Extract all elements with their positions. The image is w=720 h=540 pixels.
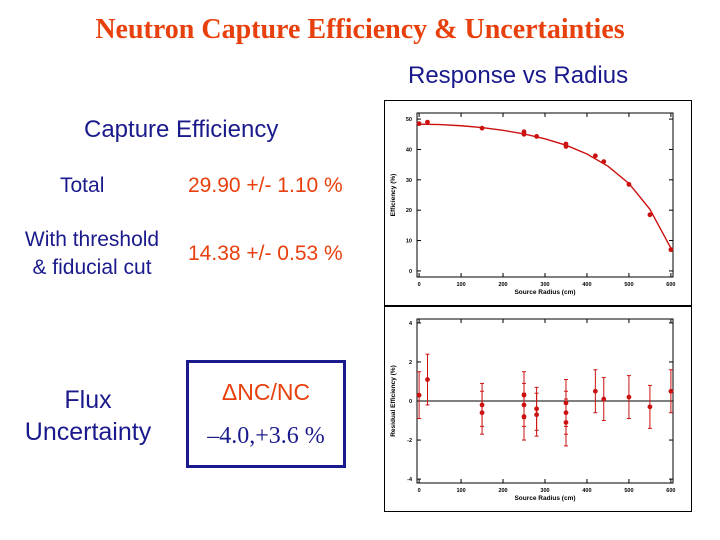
residual-plot-frame: 0 100 200 300 400 500 600 -4 -2 0 2 4 Source Radius … (384, 306, 692, 512)
box-value: –4.0,+3.6 % (207, 423, 325, 449)
x-tick-label: 600 (666, 282, 675, 288)
efficiency-point (425, 119, 430, 125)
y-tick-label: 0 (409, 399, 412, 405)
x-tick-label: 100 (456, 282, 465, 288)
page-title: Neutron Capture Efficiency & Uncertainti… (95, 14, 625, 45)
residual-point (416, 392, 422, 398)
efficiency-point (563, 144, 569, 149)
efficiency-point (534, 133, 540, 139)
threshold-label-line2: & fiducial cut (32, 256, 152, 279)
y-axis-label: Efficiency (%) (390, 174, 397, 217)
y-tick-label: -2 (407, 438, 412, 444)
x-tick-label: 200 (498, 282, 507, 288)
y-tick-label: 10 (406, 239, 412, 245)
efficiency-point (521, 131, 527, 137)
x-tick-label: 600 (666, 488, 675, 494)
y-tick-label: -4 (407, 477, 413, 483)
efficiency-plot-frame: 0 100 200 300 400 500 600 0 10 20 30 40 50 Source Rad… (384, 100, 692, 306)
y-tick-label: 30 (406, 178, 412, 184)
efficiency-point (592, 153, 598, 159)
residual-vs-radius-chart: 0 100 200 300 400 500 600 -4 -2 0 2 4 Source Radius … (390, 318, 675, 502)
efficiency-point (668, 247, 674, 253)
y-axis-label: Residual Efficiency (%) (390, 365, 397, 437)
threshold-value: 14.38 +/- 0.53 % (188, 242, 343, 265)
efficiency-point (479, 125, 485, 131)
y-tick-label: 4 (409, 321, 413, 327)
x-tick-label: 0 (418, 488, 421, 494)
residual-point (479, 410, 485, 416)
y-tick-label: 0 (409, 269, 412, 275)
residual-point (521, 414, 527, 420)
residual-point (534, 412, 540, 418)
efficiency-point (601, 159, 607, 164)
x-tick-label: 400 (582, 282, 591, 288)
efficiency-point (626, 181, 632, 187)
x-tick-label: 100 (456, 488, 465, 494)
x-tick-label: 400 (582, 488, 591, 494)
fit-curve (419, 123, 672, 249)
residual-point (626, 394, 632, 400)
residual-point (425, 377, 430, 382)
y-tick-label: 2 (409, 360, 412, 366)
capture-efficiency-heading: Capture Efficiency (84, 116, 279, 143)
x-axis-label: Source Radius (cm) (514, 289, 575, 296)
y-tick-label: 40 (406, 147, 412, 153)
total-value: 29.90 +/- 1.10 % (188, 174, 343, 197)
nc-uncertainty-box: ΔNC/NC –4.0,+3.6 % (186, 360, 346, 468)
efficiency-point (416, 121, 422, 127)
efficiency-vs-radius-chart: 0 100 200 300 400 500 600 0 10 20 30 40 50 Source Rad… (390, 112, 675, 296)
total-label: Total (60, 174, 105, 197)
threshold-label-line1: With threshold (24, 228, 160, 251)
residual-point (668, 388, 674, 394)
x-tick-label: 200 (498, 488, 507, 494)
y-tick-label: 20 (406, 208, 412, 214)
x-tick-label: 500 (624, 488, 633, 494)
x-axis-label: Source Radius (cm) (514, 495, 575, 502)
y-tick-label: 50 (406, 117, 412, 123)
plot-subtitle: Response vs Radius (408, 62, 629, 89)
residual-point (592, 388, 598, 394)
plot-area (416, 112, 674, 278)
flux-uncertainty-label: Flux Uncertainty (4, 384, 172, 448)
flux-label-line2: Uncertainty (24, 418, 152, 446)
efficiency-point (647, 212, 653, 218)
x-tick-label: 500 (624, 282, 633, 288)
x-tick-label: 0 (418, 282, 421, 288)
flux-label-line1: Flux (64, 386, 112, 414)
residual-point (647, 404, 653, 410)
x-tick-label: 300 (540, 282, 549, 288)
box-heading: ΔNC/NC (221, 379, 311, 405)
residual-point (563, 420, 569, 425)
x-tick-label: 300 (540, 488, 549, 494)
residual-point (601, 396, 607, 402)
